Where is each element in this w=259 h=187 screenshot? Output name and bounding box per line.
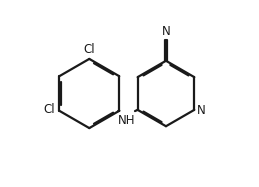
Text: Cl: Cl xyxy=(83,43,95,56)
Text: Cl: Cl xyxy=(43,103,55,116)
Text: N: N xyxy=(197,104,206,117)
Text: N: N xyxy=(162,25,170,38)
Text: NH: NH xyxy=(118,114,135,128)
